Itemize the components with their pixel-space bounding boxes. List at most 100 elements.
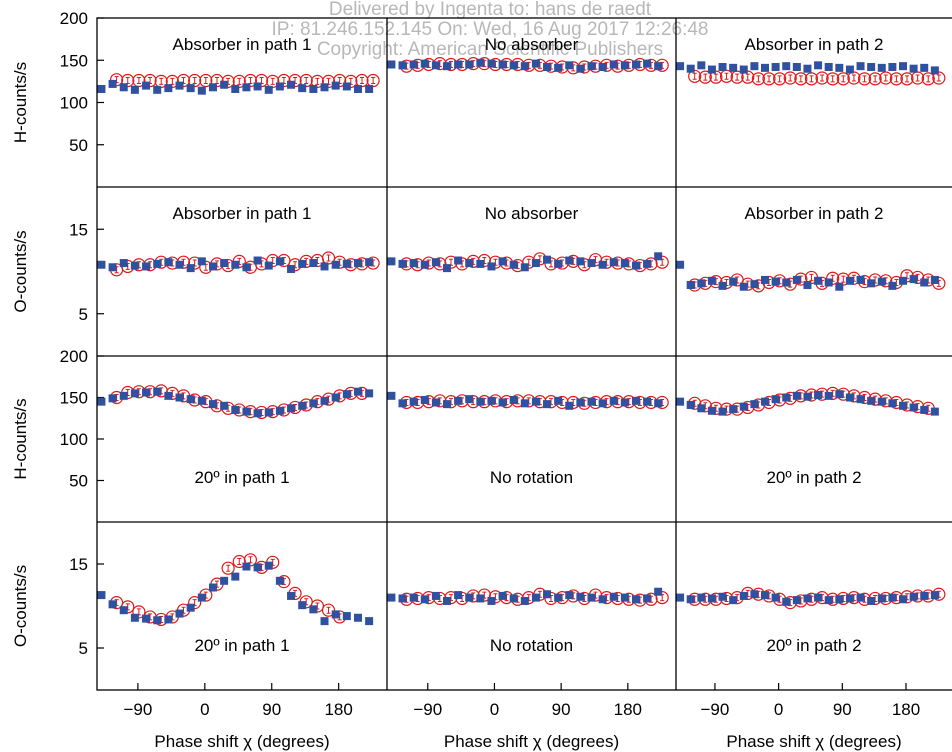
- panel-annotation: No absorber: [485, 204, 579, 223]
- data-point-square: [877, 397, 886, 406]
- y-axis-label: O-counts/s: [11, 565, 30, 647]
- data-point-square: [543, 590, 552, 599]
- data-point-square: [814, 391, 823, 400]
- data-point-square: [342, 82, 351, 91]
- y-tick-label: 5: [79, 305, 88, 324]
- data-point-square: [587, 593, 596, 602]
- data-point-square: [420, 395, 429, 404]
- data-point-square: [520, 399, 529, 408]
- data-point-square: [142, 81, 151, 90]
- data-point-square: [442, 596, 451, 605]
- data-point-square: [309, 605, 318, 614]
- error-bar: [237, 77, 242, 85]
- data-point-square: [298, 601, 307, 610]
- data-point-square: [498, 257, 507, 266]
- data-point-square: [208, 83, 217, 92]
- data-point-square: [342, 390, 351, 399]
- watermark-line: Copyright: American Scientific Publisher…: [317, 39, 663, 60]
- data-point-square: [676, 260, 685, 269]
- data-point-circle: [221, 561, 235, 575]
- x-tick-label: 180: [614, 700, 642, 719]
- data-point-square: [643, 594, 652, 603]
- error-bar: [841, 75, 846, 83]
- data-point-square: [845, 393, 854, 402]
- data-point-square: [845, 276, 854, 285]
- error-bar: [830, 75, 835, 83]
- data-point-square: [543, 255, 552, 264]
- data-point-square: [442, 62, 451, 71]
- data-point-square: [707, 594, 716, 603]
- data-point-square: [465, 60, 474, 69]
- data-point-square: [97, 260, 106, 269]
- error-bar: [136, 77, 141, 85]
- data-point-square: [175, 81, 184, 90]
- data-point-square: [253, 82, 262, 91]
- data-point-square: [153, 85, 162, 94]
- y-tick-label: 100: [60, 430, 88, 449]
- data-point-square: [231, 572, 240, 581]
- data-point-circle: [900, 72, 914, 86]
- error-bar: [777, 75, 782, 83]
- x-tick-label: 180: [892, 700, 920, 719]
- x-tick-label: 90: [552, 700, 571, 719]
- data-point-square: [920, 405, 929, 414]
- data-point-square: [803, 594, 812, 603]
- data-point-square: [814, 61, 823, 70]
- error-bar: [809, 273, 814, 281]
- y-axis-label: O-counts/s: [11, 230, 30, 312]
- data-point-square: [320, 83, 329, 92]
- data-point-square: [520, 596, 529, 605]
- data-point-square: [431, 398, 440, 407]
- data-point-square: [739, 591, 748, 600]
- data-point-square: [320, 396, 329, 405]
- data-point-square: [729, 596, 738, 605]
- data-point-square: [909, 64, 918, 73]
- data-point-square: [803, 392, 812, 401]
- data-point-square: [208, 262, 217, 271]
- error-bar: [214, 77, 219, 85]
- data-point-circle: [762, 72, 776, 86]
- data-point-square: [153, 259, 162, 268]
- data-point-square: [718, 407, 727, 416]
- data-point-square: [531, 397, 540, 406]
- data-point-square: [142, 614, 151, 623]
- data-point-square: [899, 401, 907, 410]
- data-point-square: [729, 277, 738, 286]
- data-point-square: [686, 400, 695, 409]
- data-point-square: [242, 407, 251, 416]
- data-point-square: [387, 593, 396, 602]
- error-bar: [703, 73, 708, 81]
- panel-annotation: 20º in path 2: [766, 468, 861, 487]
- data-point-square: [531, 59, 540, 68]
- data-point-square: [824, 596, 833, 605]
- data-point-square: [729, 405, 738, 414]
- data-point-square: [231, 260, 240, 269]
- error-bar: [756, 75, 761, 83]
- x-axis-label: Phase shift χ (degrees): [154, 732, 329, 751]
- data-point-square: [845, 65, 854, 74]
- data-point-square: [454, 591, 463, 600]
- panel-annotation: Absorber in path 2: [745, 35, 884, 54]
- data-point-square: [739, 282, 748, 291]
- data-point-square: [108, 263, 117, 272]
- error-bar: [894, 75, 899, 83]
- error-bar: [248, 556, 253, 564]
- data-point-square: [353, 613, 362, 622]
- data-point-square: [387, 391, 396, 400]
- error-bar: [304, 77, 309, 85]
- data-point-square: [342, 259, 351, 268]
- watermark-line: IP: 81.246.152.145 On: Wed, 16 Aug 2017 …: [272, 19, 709, 40]
- data-point-circle: [698, 70, 712, 84]
- data-point-square: [231, 84, 240, 93]
- data-point-square: [718, 281, 727, 290]
- data-point-square: [365, 617, 374, 626]
- error-bar: [735, 73, 740, 81]
- data-point-square: [707, 276, 716, 285]
- data-point-square: [909, 403, 918, 412]
- data-point-square: [718, 63, 727, 72]
- data-point-square: [465, 395, 474, 404]
- data-point-square: [409, 259, 418, 268]
- data-point-square: [287, 404, 296, 413]
- panel-annotation: No rotation: [490, 468, 573, 487]
- data-point-square: [814, 593, 823, 602]
